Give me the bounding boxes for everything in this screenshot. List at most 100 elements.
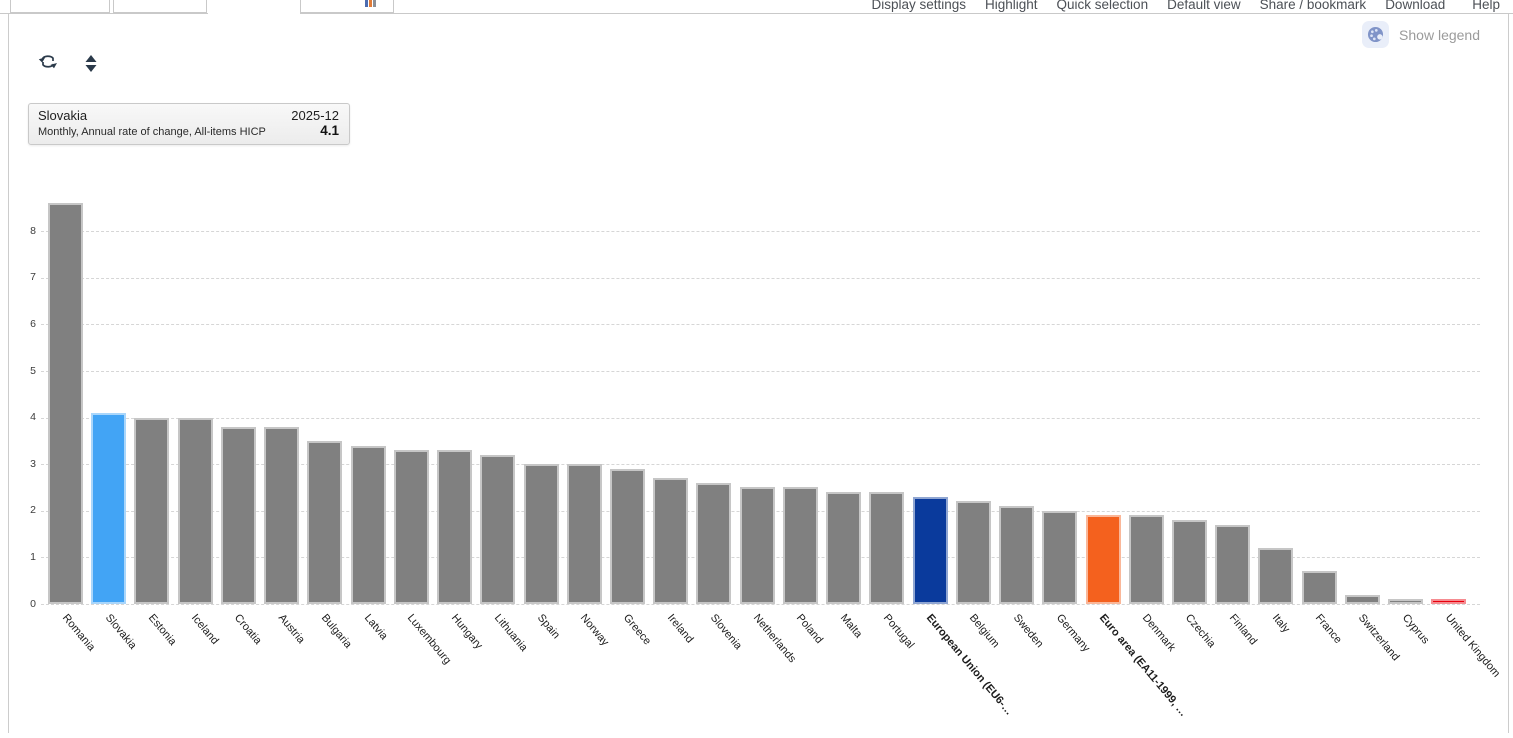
menu-item-default-view[interactable]: Default view <box>1167 0 1241 12</box>
x-label-netherlands: Netherlands <box>750 612 799 666</box>
x-label-euro-area-ea11-1999: Euro area (EA11-1999, … <box>1096 612 1190 720</box>
bar-ireland[interactable] <box>653 478 689 604</box>
bar-spain[interactable] <box>523 464 559 604</box>
x-label-european-union-eu6: European Union (EU6-… <box>923 612 1016 718</box>
x-label-greece: Greece <box>621 612 654 648</box>
bar-netherlands[interactable] <box>739 487 775 604</box>
sort-button[interactable] <box>83 54 99 73</box>
bar-hungary[interactable] <box>437 450 473 604</box>
x-label-slovenia: Slovenia <box>707 612 745 653</box>
x-label-norway: Norway <box>578 612 612 649</box>
x-label-croatia: Croatia <box>232 612 265 647</box>
bar-croatia[interactable] <box>220 427 256 604</box>
bar-romania[interactable] <box>48 203 83 604</box>
bar-luxembourg[interactable] <box>393 450 429 604</box>
tooltip-period: 2025-12 <box>291 108 339 123</box>
bar-norway[interactable] <box>566 464 602 604</box>
tab-4[interactable] <box>300 0 394 13</box>
x-label-portugal: Portugal <box>880 612 917 652</box>
x-label-lithuania: Lithuania <box>491 612 530 654</box>
header-divider <box>0 13 1513 14</box>
y-tick-6: 6 <box>30 317 36 330</box>
bar-belgium[interactable] <box>955 501 991 604</box>
bar-estonia[interactable] <box>134 418 170 604</box>
menu-item-help[interactable]: Help <box>1472 0 1500 12</box>
swap-axes-button[interactable] <box>36 51 60 75</box>
bar-european-union-eu6[interactable] <box>912 497 948 604</box>
x-label-ireland: Ireland <box>664 612 696 646</box>
x-label-united-kingdom: United Kingdom <box>1442 612 1503 680</box>
bar-slovenia[interactable] <box>696 483 732 604</box>
bar-france[interactable] <box>1301 571 1337 604</box>
x-label-luxembourg: Luxembourg <box>405 612 454 667</box>
x-label-estonia: Estonia <box>145 612 179 648</box>
sort-icon <box>85 55 97 72</box>
tab-1[interactable] <box>10 0 110 13</box>
bar-lithuania[interactable] <box>480 455 516 604</box>
bar-bulgaria[interactable] <box>307 441 343 604</box>
y-tick-7: 7 <box>30 271 36 284</box>
x-label-spain: Spain <box>534 612 563 642</box>
bar-austria[interactable] <box>264 427 300 604</box>
tooltip-value: 4.1 <box>320 123 339 138</box>
bar-malta[interactable] <box>826 492 862 604</box>
menu-item-download[interactable]: Download <box>1385 0 1446 12</box>
bar-italy[interactable] <box>1258 548 1294 604</box>
y-tick-0: 0 <box>30 597 36 610</box>
bar-greece[interactable] <box>609 469 645 604</box>
bar-latvia[interactable] <box>350 446 386 604</box>
x-label-hungary: Hungary <box>448 612 485 652</box>
gridline-7 <box>41 277 1480 279</box>
bar-czechia[interactable] <box>1171 520 1207 604</box>
bar-united-kingdom[interactable] <box>1431 599 1467 604</box>
bar-sweden[interactable] <box>999 506 1035 604</box>
x-label-bulgaria: Bulgaria <box>318 612 354 651</box>
x-label-poland: Poland <box>794 612 826 646</box>
palette-icon <box>1362 21 1390 48</box>
tab-3-active[interactable] <box>208 0 300 18</box>
bar-portugal[interactable] <box>869 492 905 604</box>
gridline-5 <box>41 371 1480 372</box>
show-legend-label: Show legend <box>1399 26 1480 43</box>
x-label-slovakia: Slovakia <box>102 612 139 652</box>
gridline-4 <box>41 417 1480 419</box>
bar-switzerland[interactable] <box>1344 595 1380 604</box>
tooltip: Slovakia 2025-12 Monthly, Annual rate of… <box>28 103 350 145</box>
mini-bar-chart-icon <box>365 0 376 7</box>
x-label-finland: Finland <box>1226 612 1259 648</box>
y-tick-1: 1 <box>30 550 36 563</box>
menu-item-share-bookmark[interactable]: Share / bookmark <box>1259 0 1367 12</box>
tooltip-series-name: Slovakia <box>38 108 88 123</box>
gridline-6 <box>41 324 1480 326</box>
y-tick-4: 4 <box>30 411 36 424</box>
gridline-8 <box>41 231 1480 233</box>
menu-item-highlight[interactable]: Highlight <box>985 0 1038 12</box>
bar-cyprus[interactable] <box>1388 599 1424 604</box>
menu-item-quick-selection[interactable]: Quick selection <box>1056 0 1149 12</box>
tab-2[interactable] <box>113 0 207 13</box>
x-label-malta: Malta <box>837 612 864 641</box>
bar-poland[interactable] <box>782 487 818 604</box>
swap-axes-icon <box>38 55 57 69</box>
bar-slovakia[interactable] <box>91 413 127 604</box>
y-tick-2: 2 <box>30 504 36 517</box>
x-label-czechia: Czechia <box>1183 612 1219 651</box>
bar-euro-area-ea11-1999[interactable] <box>1085 515 1121 604</box>
x-label-cyprus: Cyprus <box>1399 612 1432 647</box>
show-legend-button[interactable]: Show legend <box>1362 21 1480 48</box>
x-label-latvia: Latvia <box>361 612 390 643</box>
bar-iceland[interactable] <box>177 418 213 604</box>
bar-finland[interactable] <box>1215 525 1251 604</box>
x-label-italy: Italy <box>1269 612 1292 636</box>
x-label-iceland: Iceland <box>188 612 221 647</box>
menu-item-display-settings[interactable]: Display settings <box>871 0 966 12</box>
x-label-sweden: Sweden <box>1010 612 1046 651</box>
bar-denmark[interactable] <box>1128 515 1164 604</box>
x-label-switzerland: Switzerland <box>1356 612 1402 664</box>
top-menu: Display settings Highlight Quick selecti… <box>871 0 1500 12</box>
y-tick-8: 8 <box>30 224 36 237</box>
bar-germany[interactable] <box>1042 511 1078 604</box>
x-label-austria: Austria <box>275 612 307 646</box>
y-tick-3: 3 <box>30 457 36 470</box>
